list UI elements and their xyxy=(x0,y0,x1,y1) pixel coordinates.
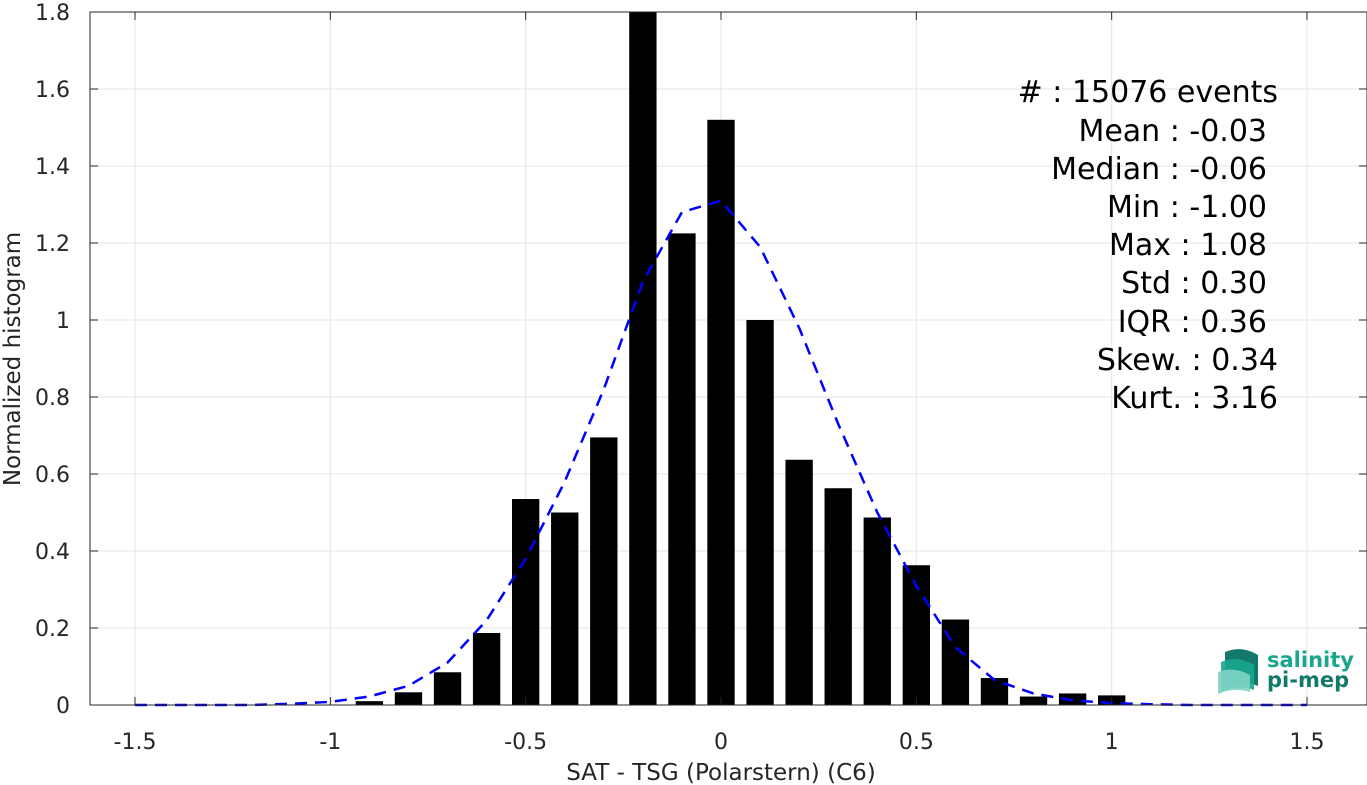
stats-mean: Mean : -0.03 xyxy=(1078,114,1267,149)
histogram-bar xyxy=(590,437,618,705)
y-tick-label: 1 xyxy=(56,309,70,334)
stats-skew: Skew. : 0.34 xyxy=(1097,343,1278,378)
x-tick-label: 1.5 xyxy=(1290,730,1325,755)
stats-max: Max : 1.08 xyxy=(1109,228,1267,263)
wave-logo-icon xyxy=(1218,649,1258,694)
histogram-bar xyxy=(668,233,696,705)
stats-kurt: Kurt. : 3.16 xyxy=(1111,381,1278,416)
histogram-bar xyxy=(355,701,384,705)
stats-std: Std : 0.30 xyxy=(1121,266,1267,301)
histogram-bar xyxy=(433,672,462,705)
histogram-bar xyxy=(511,499,540,705)
y-tick-label: 1.2 xyxy=(35,232,70,257)
histogram-bar xyxy=(785,459,813,705)
x-tick-label: 1 xyxy=(1105,730,1119,755)
stats-iqr: IQR : 0.36 xyxy=(1118,305,1267,340)
histogram-bar xyxy=(863,517,891,705)
plot-frame xyxy=(89,11,1367,706)
x-tick-label: -0.5 xyxy=(504,730,547,755)
histogram-bar xyxy=(394,692,423,705)
y-tick-label: 0.2 xyxy=(35,617,70,642)
x-axis-title: SAT - TSG (Polarstern) (C6) xyxy=(566,760,875,785)
stats-count: # : 15076 events xyxy=(1018,75,1278,110)
histogram-bar xyxy=(707,119,735,706)
logo-line1: salinity xyxy=(1267,648,1354,672)
y-tick-label: 0 xyxy=(56,694,70,719)
y-tick-label: 1.6 xyxy=(35,78,70,103)
histogram-bar xyxy=(629,12,657,705)
histogram-bar xyxy=(902,565,931,705)
salinity-pimep-logo: salinity pi-mep xyxy=(1218,648,1354,694)
y-tick-label: 1.4 xyxy=(35,155,70,180)
histogram-bar xyxy=(1019,696,1048,705)
stats-annotation: # : 15076 events Mean : -0.03 Median : -… xyxy=(1018,75,1278,416)
x-tick-label: 0 xyxy=(714,730,728,755)
y-axis-title: Normalized histogram xyxy=(0,232,26,486)
stats-median: Median : -0.06 xyxy=(1051,152,1267,187)
y-tick-label: 0.8 xyxy=(35,386,70,411)
histogram-bar xyxy=(551,512,579,705)
stats-min: Min : -1.00 xyxy=(1107,190,1267,225)
x-tick-label: 0.5 xyxy=(899,730,934,755)
histogram-bar xyxy=(746,320,774,705)
y-tick-label: 0.4 xyxy=(35,540,70,565)
logo-line2: pi-mep xyxy=(1267,668,1349,692)
histogram-bars xyxy=(355,12,1126,706)
y-tick-label: 1.8 xyxy=(35,1,70,26)
x-tick-label: -1.5 xyxy=(114,730,157,755)
y-tick-labels: 0 0.2 0.4 0.6 0.8 1 1.2 1.4 1.6 1.8 xyxy=(35,1,70,719)
x-tick-label: -1 xyxy=(319,730,341,755)
axis-ticks xyxy=(90,11,1367,706)
y-tick-label: 0.6 xyxy=(35,463,70,488)
histogram-bar xyxy=(472,633,501,705)
x-tick-labels: -1.5 -1 -0.5 0 0.5 1 1.5 xyxy=(114,730,1325,755)
histogram-bar xyxy=(824,488,852,705)
